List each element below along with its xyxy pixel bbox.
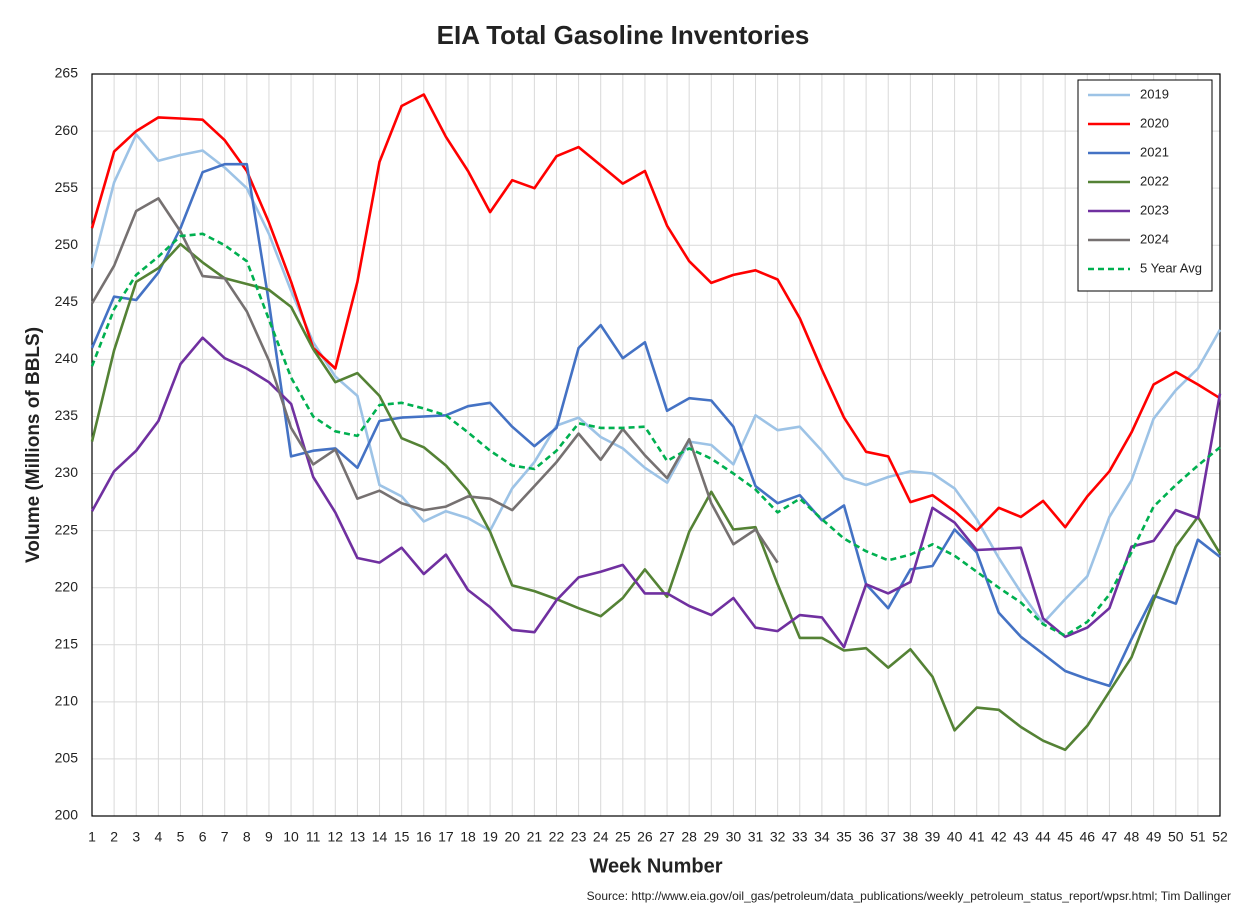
x-tick-label: 20	[504, 829, 520, 845]
series-line	[90, 197, 779, 564]
x-tick-label: 2	[110, 829, 118, 845]
x-tick-label: 47	[1102, 829, 1118, 845]
series-line	[90, 336, 1222, 649]
series-line	[90, 93, 1221, 532]
x-tick-label: 5	[177, 829, 185, 845]
legend-box	[1077, 79, 1213, 292]
x-tick-label: 52	[1212, 829, 1228, 845]
x-tick-label: 24	[593, 829, 609, 845]
x-tick-label: 40	[947, 829, 963, 845]
x-tick-label: 7	[221, 829, 229, 845]
x-tick-label: 15	[394, 829, 410, 845]
x-tick-label: 32	[770, 829, 786, 845]
legend-label: 2023	[1140, 202, 1169, 217]
x-tick-label: 34	[814, 829, 830, 845]
x-tick-label: 12	[328, 829, 344, 845]
x-tick-label: 21	[527, 829, 543, 845]
x-tick-label: 30	[726, 829, 742, 845]
y-tick-label: 205	[55, 750, 79, 766]
x-tick-label: 26	[637, 829, 653, 845]
series-line	[90, 133, 1222, 625]
legend-label: 2022	[1140, 173, 1169, 188]
x-tick-label: 9	[265, 829, 273, 845]
x-tick-label: 10	[283, 829, 299, 845]
x-tick-label: 39	[925, 829, 941, 845]
y-tick-label: 200	[55, 807, 79, 823]
x-tick-label: 49	[1146, 829, 1162, 845]
x-tick-label: 45	[1057, 829, 1073, 845]
x-axis-label: Week Number	[589, 855, 722, 877]
x-tick-label: 38	[903, 829, 919, 845]
series-line	[90, 162, 1221, 688]
x-tick-label: 14	[372, 829, 388, 845]
x-tick-label: 46	[1080, 829, 1096, 845]
legend-label: 2020	[1140, 115, 1169, 130]
legend-label: 2021	[1140, 144, 1169, 159]
x-tick-label: 50	[1168, 829, 1184, 845]
x-tick-label: 23	[571, 829, 587, 845]
legend-label: 2024	[1140, 231, 1169, 246]
series-line	[90, 232, 1221, 637]
x-tick-label: 13	[350, 829, 366, 845]
y-tick-label: 210	[55, 693, 79, 709]
x-tick-label: 4	[154, 829, 162, 845]
x-tick-label: 29	[704, 829, 720, 845]
x-tick-label: 3	[132, 829, 140, 845]
y-tick-label: 255	[55, 179, 79, 195]
x-tick-label: 37	[880, 829, 896, 845]
y-tick-label: 225	[55, 521, 79, 537]
x-tick-label: 51	[1190, 829, 1206, 845]
x-tick-label: 19	[482, 829, 498, 845]
x-tick-label: 8	[243, 829, 251, 845]
x-tick-label: 41	[969, 829, 985, 845]
y-tick-label: 250	[55, 236, 79, 252]
x-tick-label: 42	[991, 829, 1007, 845]
y-tick-label: 235	[55, 407, 79, 423]
x-tick-label: 36	[858, 829, 874, 845]
y-tick-label: 265	[55, 65, 79, 81]
x-tick-label: 16	[416, 829, 432, 845]
x-tick-label: 25	[615, 829, 631, 845]
legend-label: 5 Year Avg	[1140, 260, 1202, 275]
x-tick-label: 31	[748, 829, 764, 845]
x-tick-label: 48	[1124, 829, 1140, 845]
legend-label: 2019	[1140, 86, 1169, 101]
y-tick-label: 245	[55, 293, 79, 309]
x-tick-label: 33	[792, 829, 808, 845]
y-tick-label: 220	[55, 578, 79, 594]
x-tick-label: 28	[681, 829, 697, 845]
y-tick-label: 260	[55, 122, 79, 138]
chart-title: EIA Total Gasoline Inventories	[437, 20, 810, 50]
x-tick-label: 11	[306, 829, 321, 845]
x-tick-label: 18	[460, 829, 476, 845]
x-tick-label: 1	[88, 829, 96, 845]
x-tick-label: 22	[549, 829, 565, 845]
source-note: Source: http://www.eia.gov/oil_gas/petro…	[587, 889, 1231, 903]
x-tick-label: 43	[1013, 829, 1029, 845]
x-tick-label: 44	[1035, 829, 1051, 845]
y-tick-label: 230	[55, 464, 79, 480]
x-tick-label: 17	[438, 829, 454, 845]
y-tick-label: 215	[55, 635, 79, 651]
series-line	[90, 242, 1222, 752]
x-tick-label: 6	[199, 829, 207, 845]
plot-border	[91, 73, 1221, 817]
x-tick-label: 27	[659, 829, 675, 845]
y-axis-label: Volume (Millions of BBLS)	[23, 327, 44, 563]
y-tick-label: 240	[55, 350, 79, 366]
x-tick-label: 35	[836, 829, 852, 845]
